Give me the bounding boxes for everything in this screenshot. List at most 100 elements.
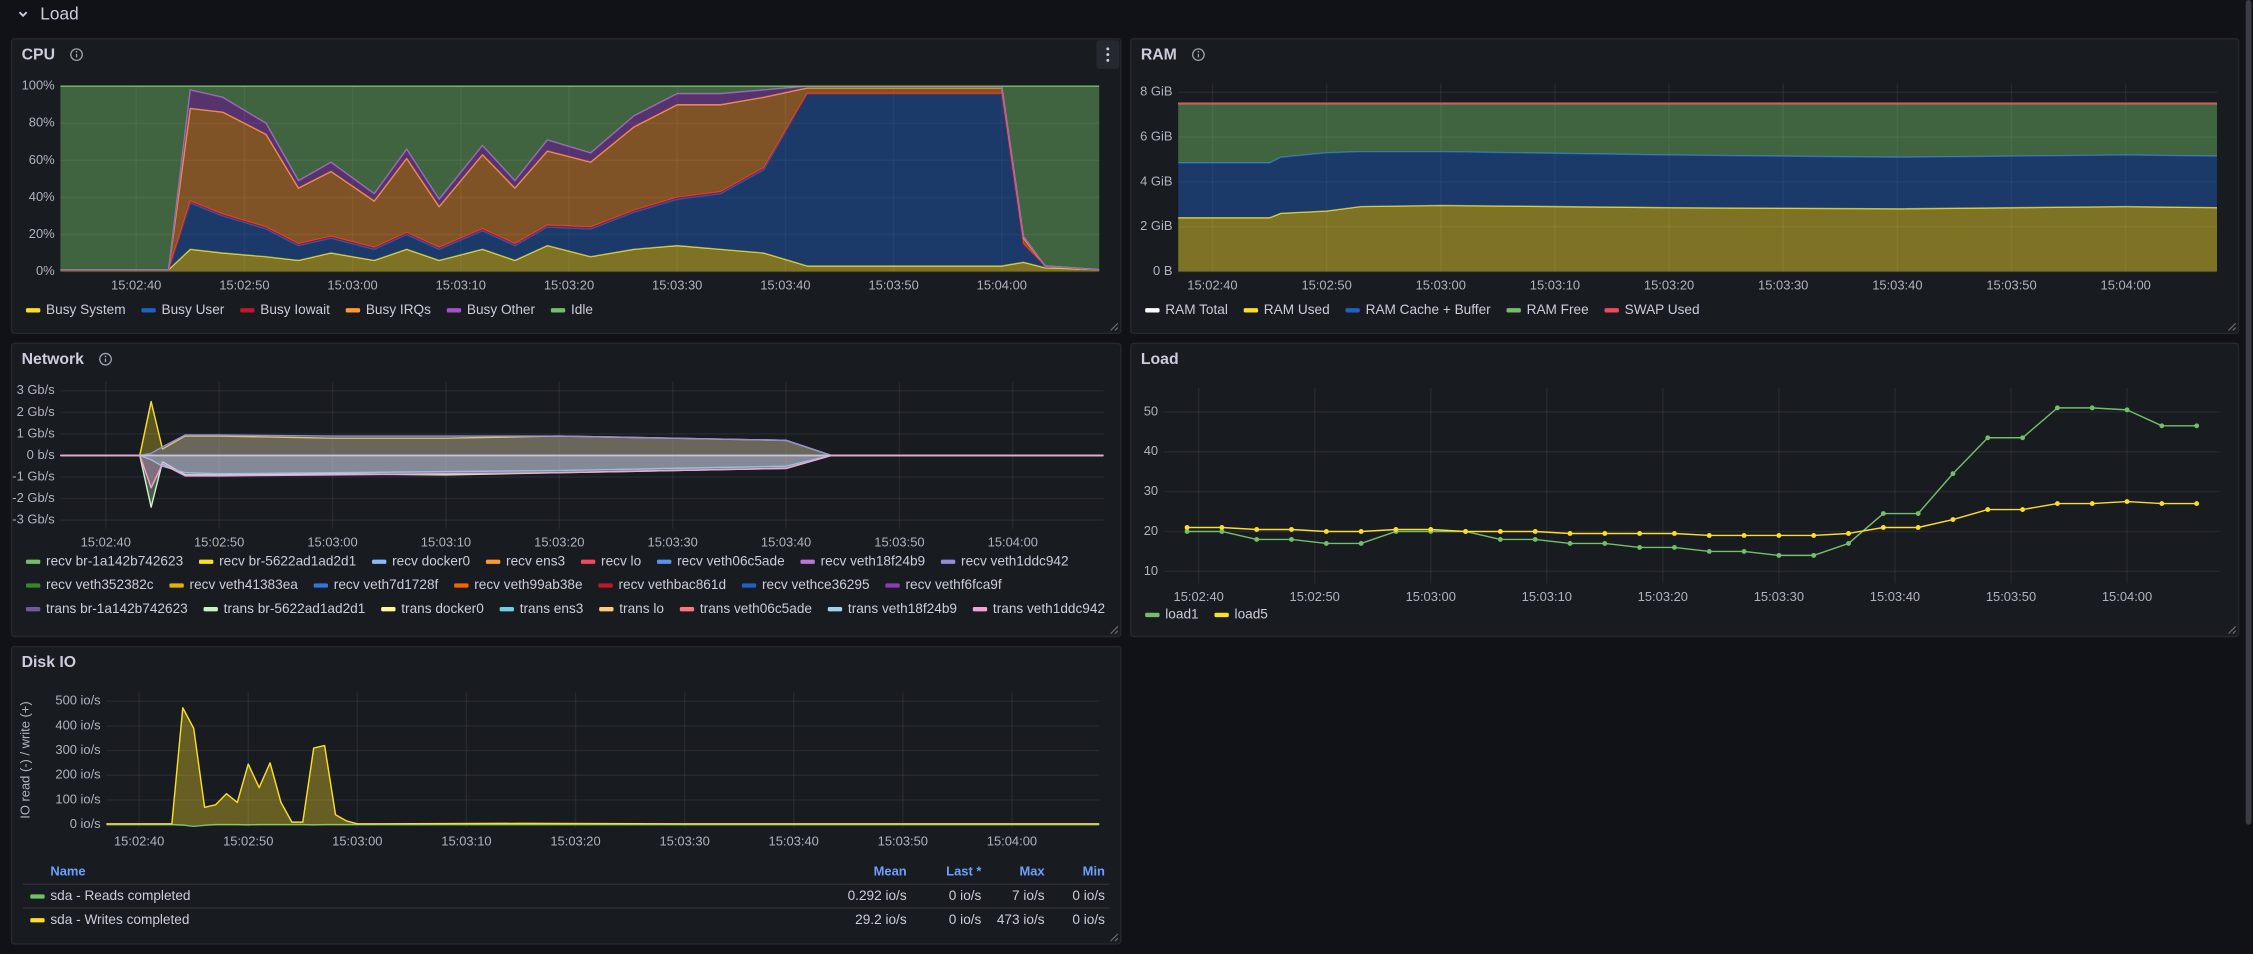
point: [1985, 507, 1991, 512]
x-tick-label: 15:02:50: [1301, 277, 1351, 292]
x-tick-label: 15:03:20: [534, 535, 584, 550]
x-tick-label: 15:03:20: [550, 833, 600, 848]
x-tick-label: 15:03:50: [874, 535, 924, 550]
table-header: Min: [1083, 864, 1105, 879]
point: [1741, 533, 1747, 538]
table-cell: 0 io/s: [949, 888, 982, 903]
series-line: [106, 823, 1100, 828]
resize-handle: [2228, 322, 2237, 331]
x-tick-label: 15:03:10: [1522, 589, 1572, 604]
x-tick-label: 15:03:40: [760, 277, 810, 292]
table-cell: 473 io/s: [997, 912, 1045, 927]
y-tick-label: 400 io/s: [55, 717, 100, 732]
point: [1811, 533, 1817, 538]
legend-swatch: [30, 894, 45, 899]
table-cell: sda - Writes completed: [50, 912, 189, 927]
y-tick-label: 100%: [22, 78, 56, 93]
legend-swatch: [827, 607, 843, 612]
legend-swatch: [25, 308, 41, 313]
x-tick-label: 15:04:00: [987, 833, 1037, 848]
series-line: [60, 434, 1104, 457]
point: [1846, 531, 1851, 536]
legend-swatch: [345, 308, 361, 313]
legend-swatch: [198, 559, 214, 564]
legend-swatch: [381, 607, 396, 612]
point: [1880, 525, 1886, 530]
section-title[interactable]: Load: [40, 4, 78, 24]
panel-menu[interactable]: [1096, 40, 1120, 69]
legend-label: recv vethbac861d: [618, 577, 726, 592]
legend-label: load1: [1165, 607, 1198, 622]
legend-swatch: [972, 607, 988, 612]
legend-label: trans br-1a142b742623: [46, 601, 188, 616]
series-line: [60, 244, 1100, 271]
legend-label: trans lo: [619, 601, 664, 616]
legend-swatch: [940, 559, 956, 564]
point: [1358, 529, 1364, 534]
y-tick-label: 50: [1144, 403, 1158, 418]
scrollbar[interactable]: [2245, 0, 2252, 825]
panel-title: Network: [22, 351, 85, 368]
resize-handle: [1110, 933, 1119, 942]
series-line: [60, 454, 1104, 489]
x-tick-label: 15:03:40: [761, 535, 811, 550]
series-line: [106, 707, 1100, 825]
point: [1915, 511, 1921, 516]
x-tick-label: 15:03:10: [441, 833, 491, 848]
legend-swatch: [1145, 308, 1160, 313]
point: [1567, 531, 1573, 536]
x-tick-label: 15:03:00: [1416, 277, 1466, 292]
legend-label: Busy IRQs: [366, 302, 431, 317]
x-tick-label: 15:02:50: [219, 277, 269, 292]
point: [1323, 540, 1329, 546]
x-tick-label: 15:03:50: [868, 277, 918, 292]
y-tick-label: 6 GiB: [1140, 129, 1172, 144]
info-icon: [1192, 48, 1205, 61]
table-header: Max: [1019, 864, 1045, 879]
x-tick-label: 15:02:40: [114, 833, 164, 848]
info-icon: [70, 48, 83, 61]
table-header: Last *: [946, 864, 982, 879]
point: [1393, 527, 1399, 532]
point: [1184, 529, 1190, 534]
legend-label: recv veth18f24b9: [821, 553, 926, 568]
menu-dot: [1106, 53, 1110, 57]
panel: [10, 342, 1122, 638]
collapse-chevron[interactable]: [18, 11, 28, 18]
y-axis-label: IO read (-) / write (+): [17, 701, 32, 818]
x-tick-label: 15:03:10: [436, 277, 486, 292]
point: [1950, 517, 1956, 522]
point: [2124, 407, 2130, 413]
point: [1846, 540, 1851, 546]
point: [2054, 405, 2060, 411]
legend-label: recv veth1ddc942: [961, 553, 1069, 568]
y-tick-label: 2 Gb/s: [17, 404, 55, 419]
x-tick-label: 15:03:40: [1872, 277, 1922, 292]
legend-swatch: [372, 559, 387, 564]
point: [1602, 540, 1608, 546]
point: [1637, 544, 1643, 550]
resize-handle: [1110, 322, 1119, 331]
legend-swatch: [30, 918, 45, 923]
y-tick-label: 4 GiB: [1140, 173, 1172, 188]
point: [1741, 548, 1747, 554]
info-icon-dot: [75, 50, 78, 53]
panel-title: Load: [1141, 351, 1179, 368]
legend-swatch: [169, 583, 184, 588]
x-tick-label: 15:02:50: [194, 535, 244, 550]
x-tick-label: 15:03:30: [652, 277, 702, 292]
legend-label: trans ens3: [520, 601, 584, 616]
point: [1532, 537, 1538, 542]
x-tick-label: 15:03:20: [544, 277, 594, 292]
legend-label: recv veth41383ea: [190, 577, 299, 592]
point: [1289, 527, 1294, 532]
legend-swatch: [454, 583, 469, 588]
point: [1358, 540, 1364, 546]
y-tick-label: 3 Gb/s: [17, 382, 55, 397]
y-tick-label: 500 io/s: [55, 693, 100, 708]
point: [1219, 525, 1225, 530]
legend-swatch: [1604, 308, 1619, 313]
table-cell: 0 io/s: [1072, 912, 1105, 927]
